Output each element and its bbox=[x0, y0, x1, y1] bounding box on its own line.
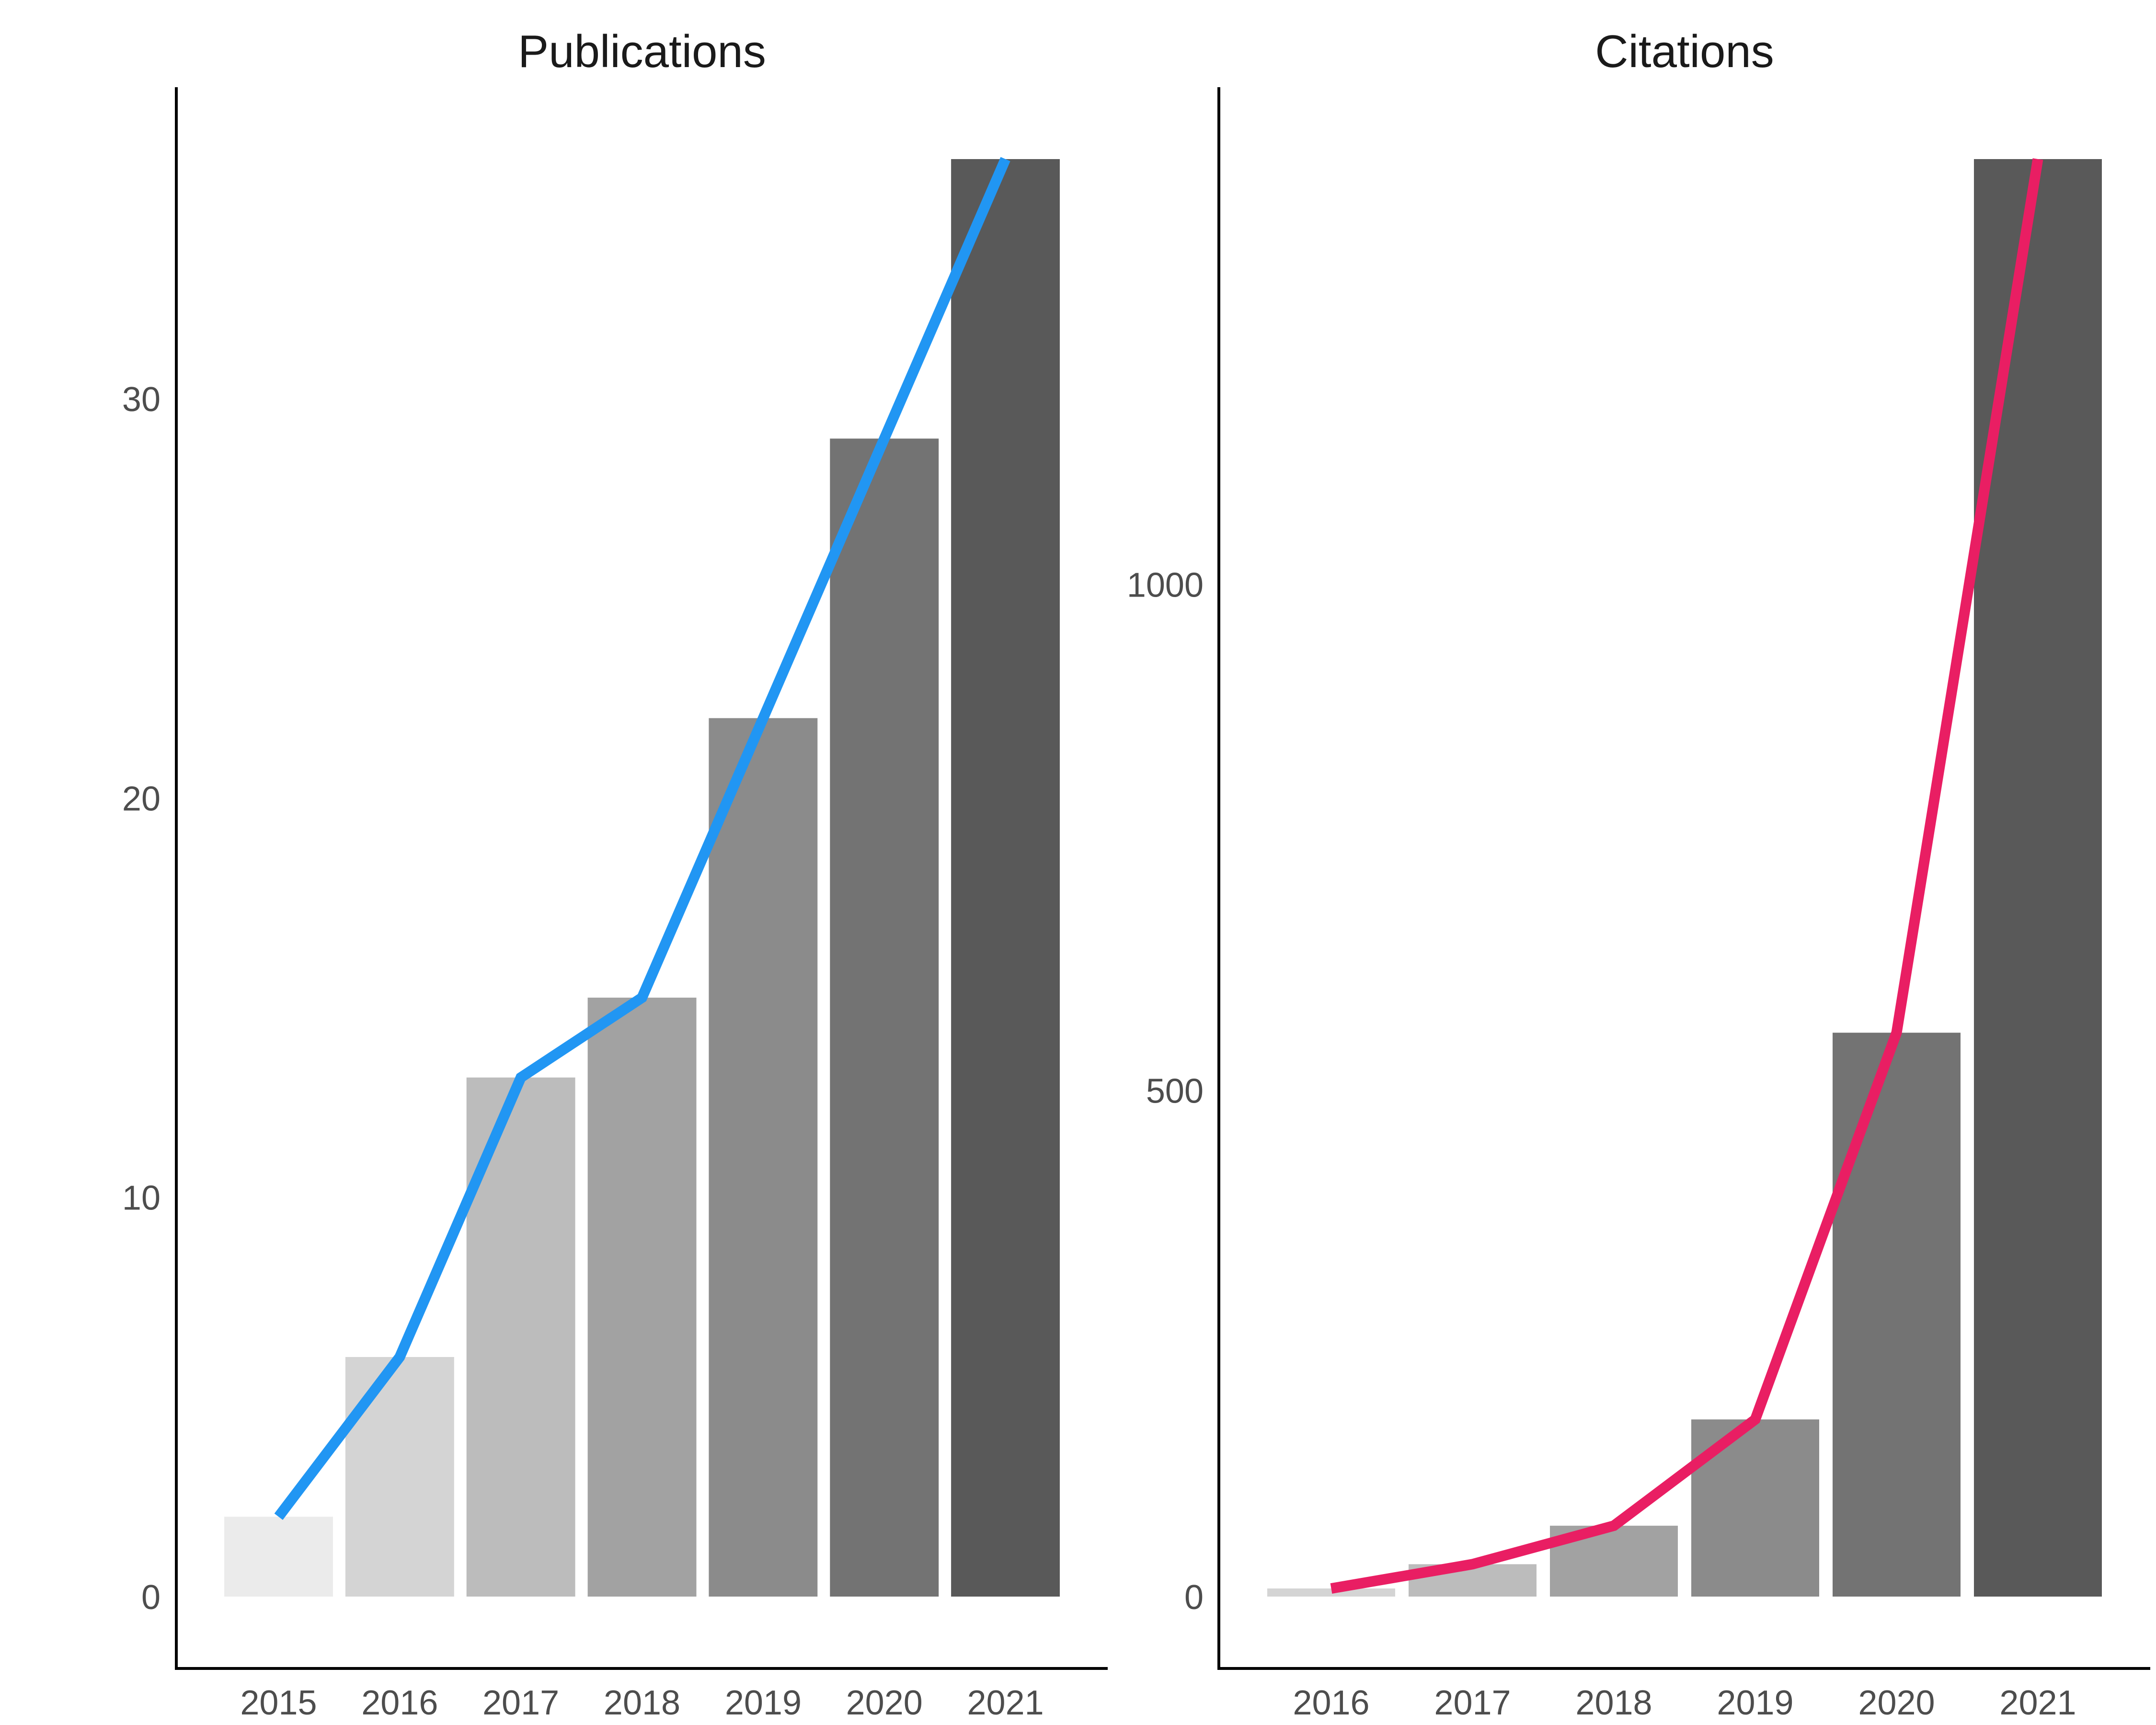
citations-x-tick-label: 2021 bbox=[1999, 1684, 2076, 1722]
citations-x-tick-label: 2017 bbox=[1434, 1684, 1511, 1722]
publications-y-ticks: 0 10 20 30 bbox=[122, 380, 161, 1617]
citations-bar-2020 bbox=[1833, 1033, 1961, 1597]
publications-x-tick-label: 2016 bbox=[361, 1684, 438, 1722]
citations-trend bbox=[1330, 158, 2043, 1594]
publications-x-tick-label: 2020 bbox=[846, 1684, 923, 1722]
publications-x-tick-label: 2019 bbox=[725, 1684, 802, 1722]
publications-x-tick-label: 2018 bbox=[604, 1684, 680, 1722]
publications-x-tick-label: 2021 bbox=[967, 1684, 1044, 1722]
publications-bar-2016 bbox=[345, 1357, 454, 1597]
citations-y-ticks: 0 500 1000 bbox=[1127, 566, 1204, 1617]
citations-y-tick-label: 500 bbox=[1146, 1072, 1204, 1111]
citations-y-tick-label: 0 bbox=[1184, 1578, 1204, 1617]
citations-trend-line bbox=[1330, 158, 2043, 1594]
citations-x-tick-label: 2019 bbox=[1717, 1684, 1793, 1722]
publications-x-tick-label: 2017 bbox=[482, 1684, 559, 1722]
publications-trend bbox=[274, 157, 1010, 1520]
citations-title: Citations bbox=[1595, 26, 1774, 77]
publications-bars bbox=[224, 159, 1060, 1597]
publications-bar-2015 bbox=[224, 1517, 333, 1597]
citations-x-ticks: 2016 2017 2018 2019 2020 2021 bbox=[1293, 1684, 2076, 1722]
publications-y-tick-label: 20 bbox=[122, 780, 161, 818]
publications-y-tick-label: 0 bbox=[141, 1578, 161, 1617]
publications-bar-2020 bbox=[830, 438, 939, 1597]
citations-x-tick-label: 2018 bbox=[1575, 1684, 1652, 1722]
publications-bar-2021 bbox=[951, 159, 1060, 1597]
publications-title: Publications bbox=[518, 26, 766, 77]
citations-x-tick-label: 2016 bbox=[1293, 1684, 1369, 1722]
citations-bar-2021 bbox=[1974, 159, 2102, 1597]
citations-bars bbox=[1267, 159, 2102, 1597]
publications-y-tick-label: 30 bbox=[122, 380, 161, 419]
citations-bar-2016 bbox=[1267, 1588, 1395, 1597]
publications-y-tick-label: 10 bbox=[122, 1179, 161, 1218]
publications-trend-line bbox=[274, 157, 1010, 1520]
publications-bar-2019 bbox=[709, 718, 818, 1597]
publications-bar-2018 bbox=[587, 998, 697, 1597]
citations-bar-2019 bbox=[1691, 1419, 1819, 1597]
publications-x-ticks: 2015 2016 2017 2018 2019 2020 2021 bbox=[240, 1684, 1044, 1722]
citations-x-tick-label: 2020 bbox=[1858, 1684, 1935, 1722]
publications-x-tick-label: 2015 bbox=[240, 1684, 317, 1722]
citations-y-tick-label: 1000 bbox=[1127, 566, 1204, 604]
